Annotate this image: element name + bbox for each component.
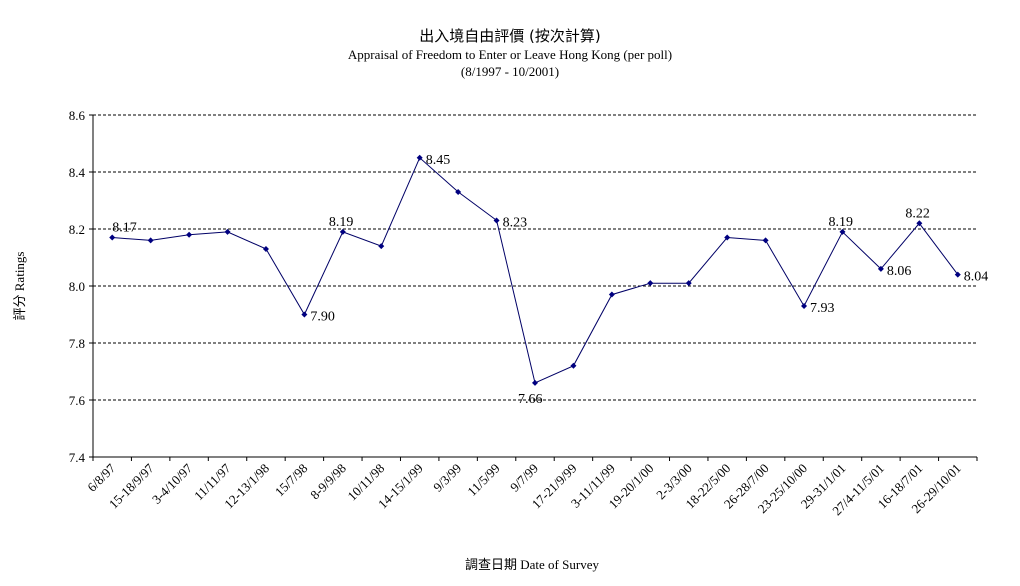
data-point (839, 228, 846, 235)
x-tick-label: 3-4/10/97 (149, 460, 196, 507)
data-point (685, 280, 692, 287)
y-tick-label: 8.2 (69, 222, 85, 237)
data-point (954, 271, 961, 278)
data-label: 8.04 (964, 270, 989, 285)
data-point (647, 280, 654, 287)
chart-period: (8/1997 - 10/2001) (460, 64, 560, 79)
data-label: 8.19 (828, 215, 853, 230)
data-points (109, 154, 961, 386)
data-point (532, 379, 538, 386)
x-tick-label: 8-9/9/98 (307, 461, 349, 503)
data-point (801, 302, 808, 309)
data-label: 7.93 (810, 301, 835, 316)
data-point (877, 265, 884, 272)
data-label: 8.06 (887, 264, 912, 279)
data-point (570, 362, 577, 369)
x-tick-label: 6/8/97 (84, 460, 118, 494)
y-tick-label: 7.6 (69, 393, 86, 408)
data-point (916, 220, 923, 227)
data-point (724, 234, 731, 241)
data-label: 8.17 (112, 221, 137, 236)
y-tick-label: 8.4 (69, 165, 86, 180)
chart-titles: 出入境自由評價 (按次計算) Appraisal of Freedom to E… (0, 26, 1020, 80)
x-tick-label: 9/3/99 (430, 461, 464, 495)
gridlines (93, 114, 977, 401)
data-point (339, 228, 346, 235)
data-point (301, 311, 308, 318)
chart-subtitle: Appraisal of Freedom to Enter or Leave H… (347, 47, 673, 62)
data-label: 8.19 (329, 215, 354, 230)
data-point (224, 228, 231, 235)
series-polyline (112, 156, 959, 384)
y-tick-label: 7.4 (69, 450, 86, 465)
y-tick-labels: 7.4 7.6 7.8 8.0 8.2 8.4 8.6 (69, 108, 86, 465)
data-point (416, 154, 423, 161)
data-point (109, 234, 116, 241)
x-tick-label: 15/7/98 (272, 461, 311, 500)
data-point (147, 237, 154, 244)
data-point (262, 245, 269, 252)
data-label: 8.23 (503, 215, 527, 230)
x-axis-title: 調查日期 Date of Survey (465, 557, 599, 572)
series-line (112, 156, 959, 384)
chart-title: 出入境自由評價 (按次計算) (419, 27, 601, 45)
y-tick-label: 8.6 (69, 108, 86, 123)
data-label: 7.66 (518, 392, 543, 407)
y-axis-title: 評分 Ratings (12, 252, 27, 321)
x-tick-label: 9/7/99 (507, 461, 541, 495)
data-point (186, 231, 193, 238)
data-point (493, 217, 500, 224)
data-label: 8.22 (905, 206, 930, 221)
y-tick-label: 7.8 (69, 336, 85, 351)
axes (89, 114, 978, 461)
data-labels: 8.17 7.90 8.19 8.45 8.23 7.66 7.93 8.19 8.06 8.22… (112, 153, 988, 407)
x-tick-labels: 6/8/9715-18/9/973-4/10/9711/11/9712-13/1… (84, 460, 964, 518)
data-label: 8.45 (426, 153, 451, 168)
data-label: 7.90 (310, 310, 335, 325)
y-tick-label: 8.0 (69, 279, 85, 294)
data-point (455, 188, 462, 195)
x-tick-label: 11/5/99 (464, 461, 502, 499)
data-point (608, 291, 615, 298)
data-point (378, 243, 385, 250)
data-point (762, 237, 769, 244)
